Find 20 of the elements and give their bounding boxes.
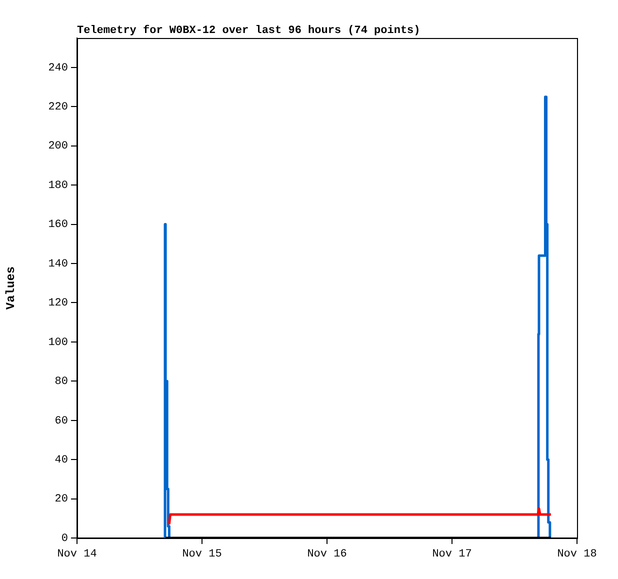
x-tick-label: Nov 17 bbox=[432, 548, 472, 561]
x-tick-label: Nov 14 bbox=[57, 548, 98, 561]
y-tick-label: 160 bbox=[48, 219, 68, 232]
y-tick-label: 0 bbox=[61, 532, 68, 545]
y-tick-label: 140 bbox=[48, 258, 68, 270]
x-tick-label: Nov 18 bbox=[557, 548, 597, 561]
y-tick-label: 40 bbox=[54, 454, 68, 466]
y-tick-label: 120 bbox=[48, 298, 68, 310]
y-tick-label: 80 bbox=[54, 376, 68, 388]
y-tick-label: 200 bbox=[48, 140, 68, 153]
x-tick-label: Nov 15 bbox=[182, 548, 222, 561]
x-tick-label: Nov 16 bbox=[307, 548, 347, 561]
chart-title: Telemetry for W0BX-12 over last 96 hours (74 points) bbox=[77, 24, 420, 37]
y-tick-label: 20 bbox=[54, 494, 68, 506]
y-tick-label: 100 bbox=[48, 336, 68, 349]
y-tick-label: 60 bbox=[54, 415, 68, 428]
y-tick-label: 180 bbox=[48, 180, 68, 192]
y-tick-label: 240 bbox=[48, 62, 68, 74]
y-tick-label: 220 bbox=[48, 102, 68, 114]
y-axis-title: Values bbox=[4, 266, 18, 310]
